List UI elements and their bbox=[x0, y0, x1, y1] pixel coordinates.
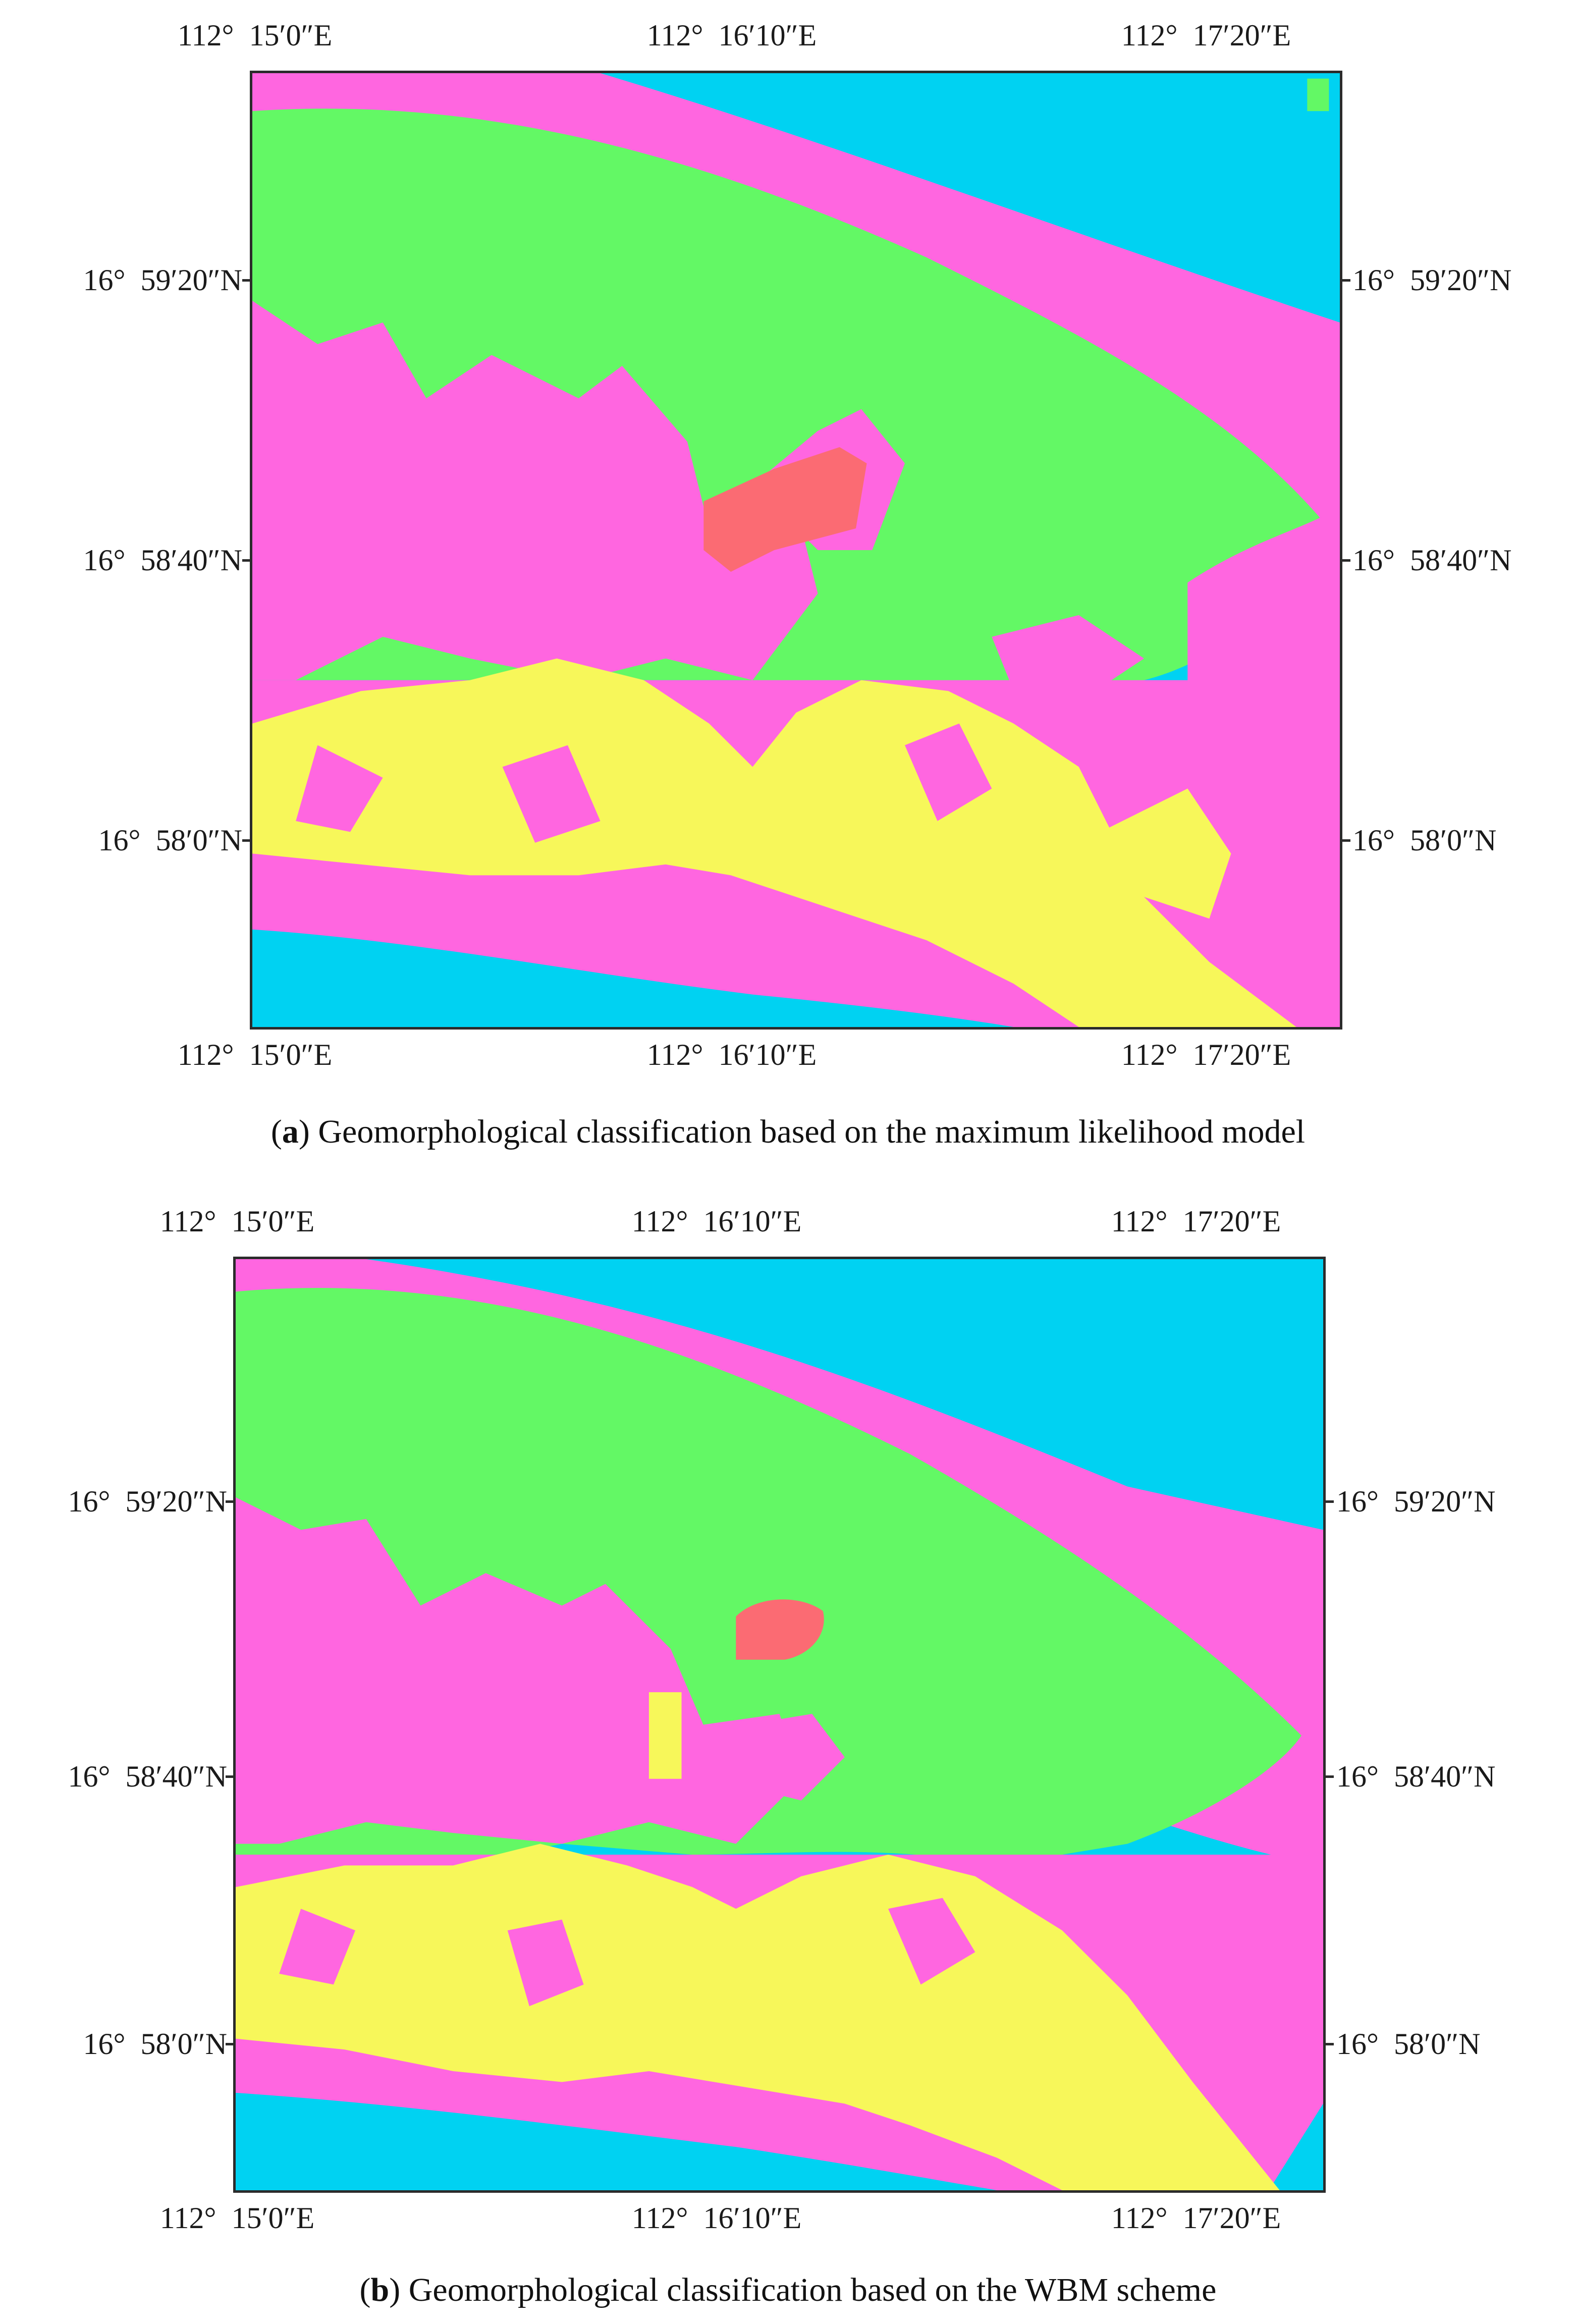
x-tick-bottom-1: 112° 15′0″E bbox=[159, 2201, 315, 2235]
sand-area bbox=[236, 1844, 1280, 2190]
panel-b: 112° 15′0″E 112° 16′10″E 112° 17′20″E 16… bbox=[0, 1206, 1576, 2324]
y-tick-right-3: 16° 58′0″N bbox=[1336, 2027, 1481, 2061]
tick-mark bbox=[1341, 559, 1350, 562]
y-tick-right-1: 16° 59′20″N bbox=[1336, 1485, 1496, 1518]
x-tick-top-1: 112° 15′0″E bbox=[177, 19, 333, 52]
tick-mark bbox=[226, 2043, 235, 2045]
tick-mark bbox=[242, 559, 251, 562]
y-tick-right-1: 16° 59′20″N bbox=[1352, 263, 1512, 297]
tick-mark bbox=[226, 1500, 235, 1503]
southern-sea bbox=[236, 2092, 997, 2190]
tick-mark bbox=[1325, 1500, 1334, 1503]
x-tick-bottom-3: 112° 17′20″E bbox=[1111, 2201, 1281, 2235]
core-red-area bbox=[736, 1599, 824, 1660]
caption-letter: a bbox=[282, 1113, 299, 1150]
y-tick-right-3: 16° 58′0″N bbox=[1352, 824, 1497, 857]
southern-sea bbox=[252, 929, 1014, 1027]
y-tick-left-2: 16° 58′40″N bbox=[68, 1760, 227, 1793]
y-tick-left-1: 16° 59′20″N bbox=[83, 263, 242, 297]
sand-inclusion-1 bbox=[296, 745, 383, 832]
tick-mark bbox=[1325, 1775, 1334, 1778]
x-tick-top-2: 112° 16′10″E bbox=[631, 1205, 802, 1238]
x-tick-bottom-3: 112° 17′20″E bbox=[1121, 1038, 1291, 1071]
x-tick-top-3: 112° 17′20″E bbox=[1111, 1205, 1281, 1238]
eastern-reef-fringe bbox=[1187, 507, 1340, 1027]
x-tick-top-2: 112° 16′10″E bbox=[646, 19, 817, 52]
sand-inclusion-1 bbox=[279, 1909, 356, 1985]
classification-map-b-svg bbox=[236, 1259, 1323, 2190]
reef-patch-center bbox=[746, 1714, 845, 1801]
classification-map-a bbox=[250, 71, 1342, 1030]
y-tick-left-2: 16° 58′40″N bbox=[83, 544, 242, 577]
y-tick-left-3: 16° 58′0″N bbox=[98, 824, 242, 857]
sand-patch-east bbox=[1100, 788, 1231, 919]
x-tick-bottom-2: 112° 16′10″E bbox=[646, 1038, 817, 1071]
y-tick-right-2: 16° 58′40″N bbox=[1336, 1760, 1496, 1793]
tick-mark bbox=[1325, 2043, 1334, 2045]
sand-inclusion-3 bbox=[888, 1898, 975, 1985]
tick-mark bbox=[226, 1775, 235, 1778]
caption-text: Geomorphological classification based on… bbox=[408, 2272, 1217, 2308]
sand-inclusion-2 bbox=[502, 745, 601, 843]
caption-text: Geomorphological classification based on… bbox=[318, 1113, 1306, 1150]
caption-b: (b) Geomorphological classification base… bbox=[359, 2272, 1217, 2308]
caption-letter: b bbox=[370, 2272, 390, 2308]
tick-mark bbox=[242, 279, 251, 282]
core-red-area bbox=[703, 447, 867, 572]
classification-map-a-svg bbox=[252, 73, 1340, 1027]
sand-inclusion-2 bbox=[507, 1919, 584, 2007]
sand-strip bbox=[648, 1692, 682, 1779]
corner-fleck bbox=[1307, 78, 1329, 112]
reef-patch-west bbox=[252, 301, 818, 680]
x-tick-top-1: 112° 15′0″E bbox=[159, 1205, 315, 1238]
tick-mark bbox=[1341, 839, 1350, 842]
classification-map-b bbox=[233, 1257, 1326, 2193]
y-tick-left-1: 16° 59′20″N bbox=[68, 1485, 227, 1518]
y-tick-right-2: 16° 58′40″N bbox=[1352, 544, 1512, 577]
x-tick-top-3: 112° 17′20″E bbox=[1121, 19, 1291, 52]
x-tick-bottom-2: 112° 16′10″E bbox=[631, 2201, 802, 2235]
caption-a: (a) Geomorphological classification base… bbox=[270, 1113, 1306, 1150]
sand-inclusion-3 bbox=[905, 723, 992, 821]
sand-area bbox=[252, 658, 1296, 1027]
x-tick-bottom-1: 112° 15′0″E bbox=[177, 1038, 333, 1071]
tick-mark bbox=[242, 839, 251, 842]
tick-mark bbox=[1341, 279, 1350, 282]
y-tick-left-3: 16° 58′0″N bbox=[83, 2027, 227, 2061]
panel-a: 112° 15′0″E 112° 16′10″E 112° 17′20″E bbox=[0, 0, 1576, 1161]
